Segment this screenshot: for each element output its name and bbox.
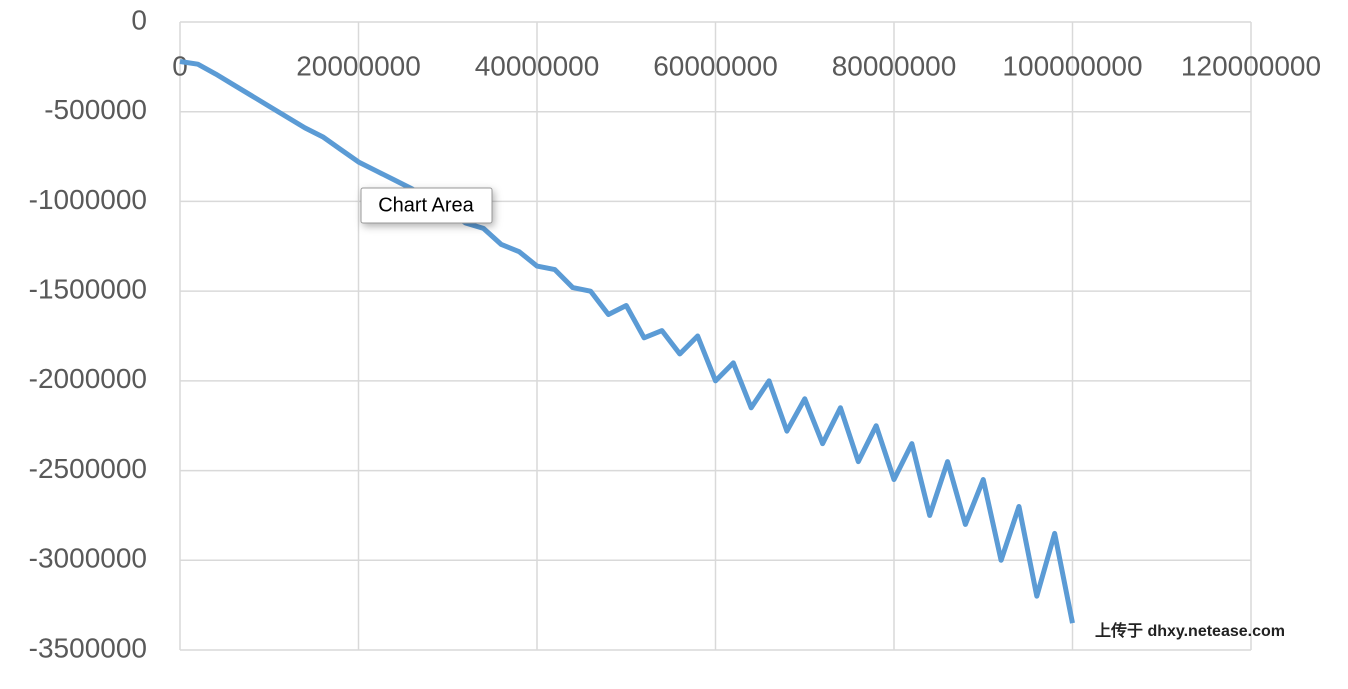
y-tick-label: -2000000 — [29, 363, 147, 394]
x-tick-label: 20000000 — [296, 50, 421, 81]
x-tick-label: 120000000 — [1181, 50, 1321, 81]
y-tick-label: -3000000 — [29, 543, 147, 574]
x-tick-label: 40000000 — [475, 50, 600, 81]
watermark: 上传于 dhxy.netease.com — [1095, 621, 1285, 640]
x-tick-label: 0 — [172, 50, 188, 81]
grid — [179, 21, 1252, 651]
tooltip-text: Chart Area — [378, 194, 474, 216]
y-tick-label: -500000 — [44, 94, 147, 125]
tooltip: Chart Area — [360, 187, 493, 224]
y-tick-label: -1000000 — [29, 184, 147, 215]
y-tick-label: -1500000 — [29, 274, 147, 305]
y-tick-label: 0 — [131, 4, 147, 35]
y-tick-label: -2500000 — [29, 453, 147, 484]
x-tick-label: 100000000 — [1002, 50, 1142, 81]
marks — [179, 59, 1075, 624]
x-tick-label: 60000000 — [653, 50, 778, 81]
tooltip-box — [360, 187, 493, 224]
y-tick-label: -3500000 — [29, 632, 147, 663]
data-line — [179, 59, 1075, 624]
ticks: 0 -500000 -1000000 -1500000 -2000000 -2500000… — [29, 4, 1321, 663]
x-tick-label: 80000000 — [832, 50, 957, 81]
